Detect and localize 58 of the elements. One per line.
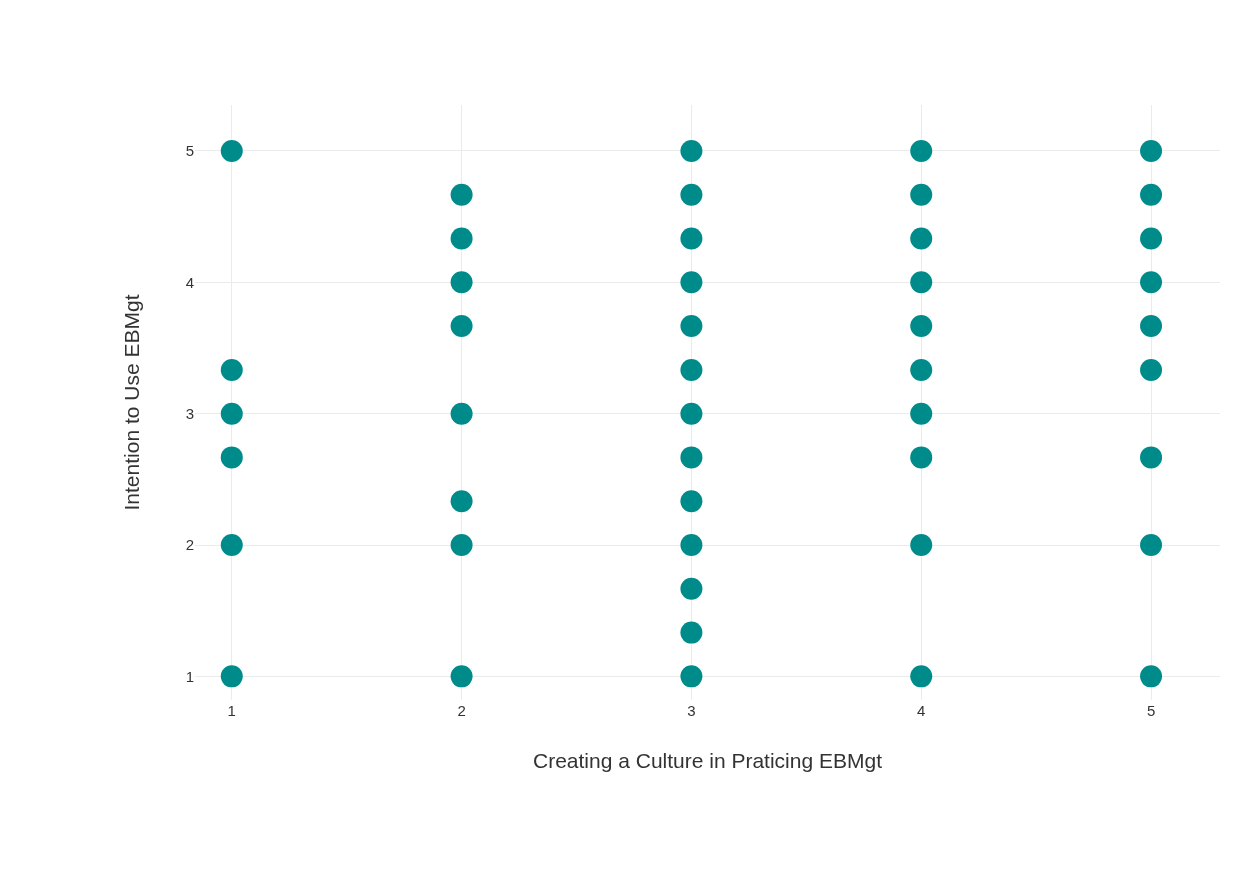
point	[1140, 446, 1163, 469]
point	[220, 402, 243, 425]
point	[220, 665, 243, 688]
point	[450, 183, 473, 206]
point	[220, 358, 243, 381]
point	[680, 227, 703, 250]
point	[1140, 315, 1163, 338]
x-tick-label: 4	[917, 702, 926, 719]
point	[910, 227, 933, 250]
point	[910, 183, 933, 206]
y-tick-label: 1	[185, 667, 194, 685]
point	[680, 315, 703, 338]
point	[680, 621, 703, 644]
point	[1140, 227, 1163, 250]
point	[450, 315, 473, 338]
point	[680, 402, 703, 425]
x-axis-title: Creating a Culture in Praticing EBMgt	[533, 749, 883, 773]
y-tick-label: 5	[185, 142, 194, 160]
y-tick-label: 4	[185, 273, 194, 291]
y-tick-label: 2	[185, 536, 194, 554]
point	[450, 665, 473, 688]
y-axis-title: Intention to Use EBMgt	[119, 294, 143, 511]
point	[1140, 183, 1163, 206]
point	[680, 665, 703, 688]
point	[1140, 358, 1163, 381]
x-tick-label: 5	[1146, 702, 1156, 719]
point	[450, 227, 473, 250]
point	[910, 315, 933, 338]
point	[450, 490, 473, 513]
point	[910, 446, 933, 469]
point	[680, 139, 703, 162]
point	[680, 534, 703, 556]
point	[1140, 534, 1163, 556]
point	[910, 665, 933, 688]
x-tick-label: 2	[457, 702, 466, 719]
point	[680, 490, 703, 513]
point	[680, 271, 703, 294]
point	[450, 534, 473, 556]
point	[220, 534, 243, 556]
point	[1140, 271, 1163, 294]
point	[680, 577, 703, 600]
point	[680, 446, 703, 469]
point	[680, 358, 703, 381]
point	[910, 402, 933, 425]
x-tick-label: 3	[687, 702, 696, 719]
y-tick-label: 3	[185, 404, 194, 422]
point	[220, 446, 243, 469]
point	[910, 534, 933, 556]
point	[680, 183, 703, 206]
point	[220, 139, 243, 162]
x-tick-label: 1	[227, 702, 236, 719]
point	[1140, 665, 1163, 688]
point	[450, 271, 473, 294]
point	[450, 402, 473, 425]
point	[910, 358, 933, 381]
point	[910, 139, 933, 162]
point	[910, 271, 933, 294]
point	[1140, 139, 1163, 162]
